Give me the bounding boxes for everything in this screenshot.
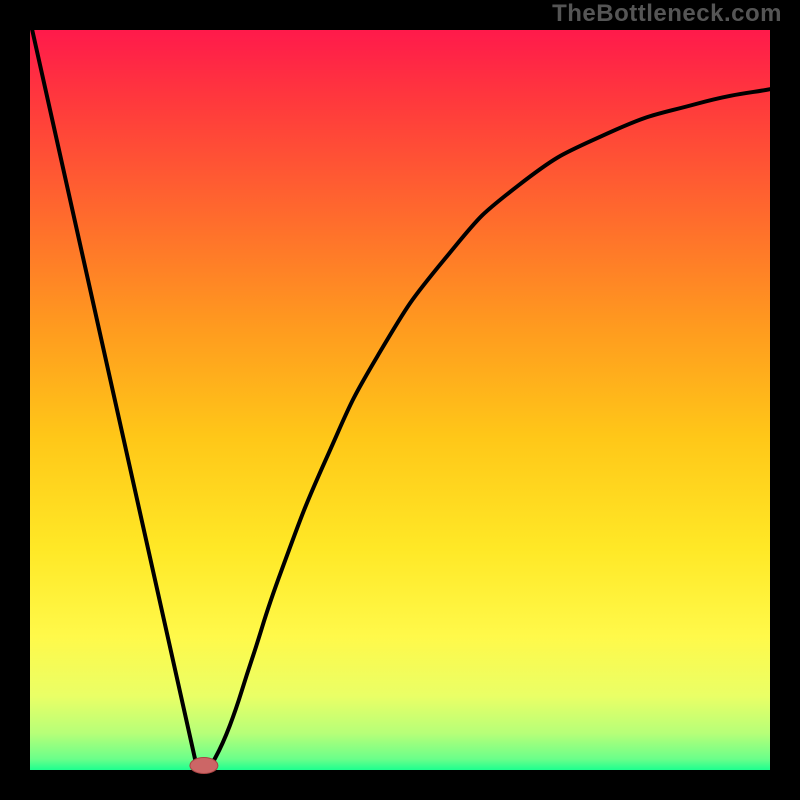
- minimum-marker: [190, 758, 218, 774]
- watermark-text: TheBottleneck.com: [552, 0, 782, 28]
- plot-background: [30, 30, 770, 770]
- chart-container: { "watermark": { "text": "TheBottleneck.…: [0, 0, 800, 800]
- bottleneck-chart: [0, 0, 800, 800]
